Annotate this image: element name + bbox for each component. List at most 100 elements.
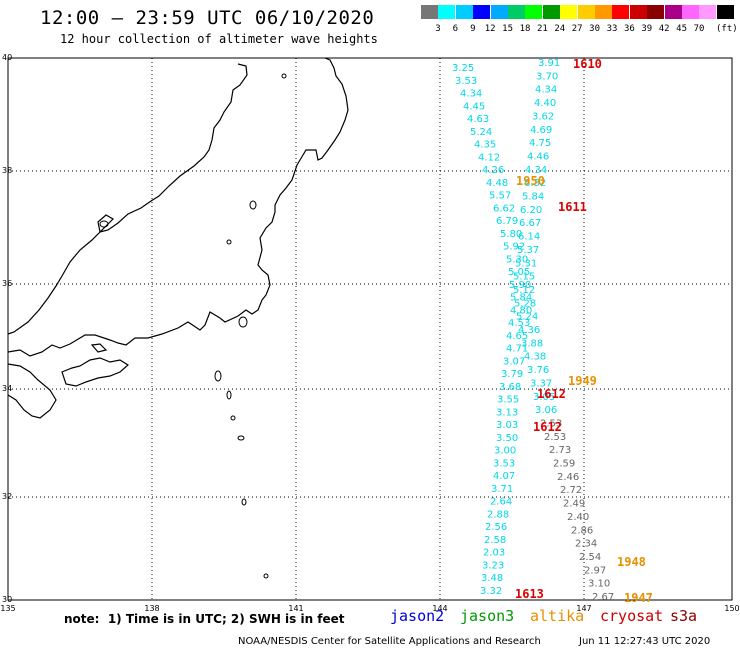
- legend-swatch: [716, 5, 734, 19]
- wave-height-value: 5.57: [489, 191, 511, 202]
- wave-height-value: 3.70: [536, 71, 558, 82]
- wave-height-value: 3.55: [497, 395, 519, 406]
- latitude-label: 34: [2, 384, 12, 393]
- wave-height-value: 5.24: [470, 127, 492, 138]
- wave-height-value: 2.34: [575, 539, 597, 550]
- wave-height-value: 5.15: [513, 272, 535, 283]
- wave-height-value: 2.67: [592, 592, 614, 603]
- wave-height-value: 3.32: [480, 586, 502, 597]
- wave-height-value: 3.07: [503, 356, 525, 367]
- chart-title: 12:00 – 23:59 UTC 06/10/2020: [40, 7, 375, 29]
- longitude-label: 135: [0, 604, 15, 613]
- wave-height-value: 2.88: [487, 509, 509, 520]
- wave-height-value: 4.35: [474, 140, 496, 151]
- satellite-label-s3a: s3a: [670, 607, 698, 625]
- wave-height-value: 4.34: [525, 165, 547, 176]
- footnote: note: 1) Time is in UTC; 2) SWH is in fe…: [64, 612, 345, 626]
- wave-height-value: 2.03: [483, 548, 505, 559]
- wave-height-value: 4.80: [510, 305, 532, 316]
- wave-height-value: 2.59: [553, 459, 575, 470]
- legend-level-label: 21: [536, 24, 548, 34]
- legend-swatch: [629, 5, 647, 19]
- wave-height-value: 4.69: [530, 125, 552, 136]
- wave-height-value: 4.53: [508, 318, 530, 329]
- wave-height-value: 5.37: [517, 245, 539, 256]
- wave-height-value: 2.53: [540, 418, 562, 429]
- wave-height-value: 3.10: [588, 579, 610, 590]
- legend-swatch: [438, 5, 456, 19]
- wave-height-value: 3.25: [452, 63, 474, 74]
- wave-height-value: 4.40: [534, 98, 556, 109]
- pass-time-label: 1949: [568, 374, 597, 388]
- wave-height-value: 3.71: [491, 484, 513, 495]
- wave-height-value: 5.92: [503, 242, 525, 253]
- chart-subtitle: 12 hour collection of altimeter wave hei…: [60, 32, 378, 46]
- wave-height-value: 3.06: [535, 405, 557, 416]
- wave-height-value: 6.14: [518, 232, 540, 243]
- wave-height-value: 2.40: [567, 512, 589, 523]
- wave-height-value: 3.00: [494, 446, 516, 457]
- legend-swatch: [560, 5, 578, 19]
- wave-height-value: 5.24: [516, 312, 538, 323]
- wave-height-value: 5.05: [508, 267, 530, 278]
- wave-height-value: 6.62: [493, 203, 515, 214]
- legend-swatch: [682, 5, 699, 19]
- wave-height-value: 2.54: [579, 552, 601, 563]
- wave-height-value: 4.45: [463, 101, 485, 112]
- wave-height-value: 3.53: [493, 458, 515, 469]
- wave-height-value: 5.84: [522, 192, 544, 203]
- satellite-label-jason2: jason2: [390, 607, 445, 625]
- legend-level-label: 24: [554, 24, 566, 34]
- longitude-label: 144: [432, 604, 447, 613]
- legend-swatch: [473, 5, 491, 19]
- wave-height-value: 2.72: [560, 485, 582, 496]
- latitude-label: 38: [2, 166, 12, 175]
- wave-height-value: 3.50: [496, 433, 518, 444]
- wave-track-east: 3.91 3.70 4.34 4.40 3.62 4.69 4.75 4.46 4.34 6.32…: [513, 58, 614, 603]
- wave-height-value: 4.65: [506, 331, 528, 342]
- wave-height-value: 3.62: [532, 111, 554, 122]
- pass-time-label: 1613: [515, 587, 544, 601]
- legend-level-label: 3: [435, 24, 441, 34]
- satellite-label-altika: altika: [530, 607, 585, 625]
- satellite-label-cryosat: cryosat: [600, 607, 664, 625]
- wave-height-value: 3.03: [496, 420, 518, 431]
- wave-height-value: 2.46: [557, 472, 579, 483]
- pass-time-label: 1611: [558, 200, 587, 214]
- wave-height-value: 3.68: [499, 382, 521, 393]
- legend-swatch: [421, 5, 438, 19]
- wave-height-value: 3.76: [527, 365, 549, 376]
- legend-level-label: 33: [606, 24, 618, 34]
- wave-height-value: 4.38: [524, 352, 546, 363]
- wave-height-value: 3.13: [496, 407, 518, 418]
- wave-height-value: 6.67: [519, 218, 541, 229]
- legend-swatch: [612, 5, 630, 19]
- wave-height-value: 4.34: [460, 89, 482, 100]
- wave-height-value: 5.80: [500, 229, 522, 240]
- wave-height-value: 3.79: [501, 369, 523, 380]
- latitude-label: 30: [2, 595, 12, 604]
- legend-level-label: 15: [502, 24, 514, 34]
- wave-height-value: 4.46: [527, 151, 549, 162]
- legend-swatch: [508, 5, 525, 19]
- longitude-label: 141: [288, 604, 303, 613]
- pass-time-label: 1948: [617, 555, 646, 569]
- legend-swatch: [647, 5, 665, 19]
- wave-height-value: 4.63: [467, 114, 489, 125]
- wave-height-value: 2.97: [584, 565, 606, 576]
- kyushu-shikoku-coast: [7, 343, 130, 419]
- legend-swatch: [577, 5, 595, 19]
- latitude-label: 36: [2, 279, 12, 288]
- wave-height-value: 2.73: [549, 445, 571, 456]
- wave-height-value: 3.48: [481, 573, 503, 584]
- latitude-label: 40: [2, 53, 12, 62]
- legend-level-label: 6: [452, 24, 459, 34]
- islands: [99, 73, 287, 579]
- wave-height-value: 3.53: [455, 76, 477, 87]
- legend-level-label: 36: [623, 24, 635, 34]
- wave-height-value: 4.07: [493, 471, 515, 482]
- wave-height-value: 4.12: [478, 152, 500, 163]
- wave-height-value: 5.30: [506, 254, 528, 265]
- wave-height-value: 3.23: [482, 560, 504, 571]
